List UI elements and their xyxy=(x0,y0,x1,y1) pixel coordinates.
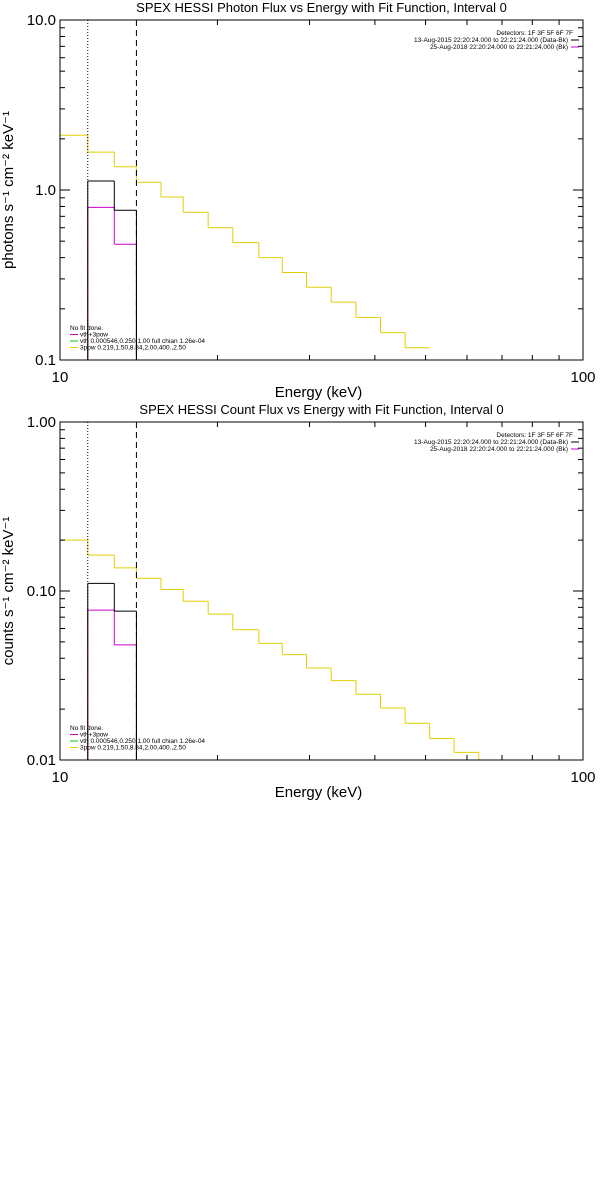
y-tick-label: 1.0 xyxy=(35,182,56,199)
detectors-label: Detectors: 1F 3F 5F 6F 7F xyxy=(496,30,573,37)
fit-legend-label: 3pow 0.219,1.50,8.84,2.00,400.,2.50 xyxy=(80,745,186,752)
y-axis-label: counts s⁻¹ cm⁻² keV⁻¹ xyxy=(0,517,17,666)
plot-data xyxy=(60,134,430,360)
x-tick-label: 10 xyxy=(52,769,69,786)
fit-legend-label: vth+3pow xyxy=(80,332,108,339)
x-axis-label: Energy (keV) xyxy=(275,384,363,401)
chart-title: SPEX HESSI Count Flux vs Energy with Fit… xyxy=(139,402,503,417)
y-tick-label: 0.1 xyxy=(35,352,56,369)
fit-legend-label: vth 0.000546,0.250,1.00 full chian 1.26e… xyxy=(80,738,205,745)
y-tick-label: 0.01 xyxy=(27,752,56,769)
chart-1: SPEX HESSI Photon Flux vs Energy with Fi… xyxy=(0,0,596,401)
y-tick-label: 1.00 xyxy=(27,414,56,431)
fit-legend-label: vth+3pow xyxy=(80,732,108,739)
series-3pow xyxy=(60,539,480,760)
plot-frame xyxy=(59,19,584,361)
y-tick-label: 10.0 xyxy=(27,12,56,29)
time-range-label: 25-Aug-2018 22:20:24.000 to 22:21:24.000… xyxy=(430,446,568,453)
x-tick-label: 10 xyxy=(52,369,69,386)
x-axis-label: Energy (keV) xyxy=(275,784,363,801)
chart-2: SPEX HESSI Count Flux vs Energy with Fit… xyxy=(0,402,596,801)
series-3pow xyxy=(60,134,430,349)
detectors-label: Detectors: 1F 3F 5F 6F 7F xyxy=(496,432,573,439)
y-tick-label: 0.10 xyxy=(27,583,56,600)
y-axis-label: photons s⁻¹ cm⁻² keV⁻¹ xyxy=(0,111,17,269)
time-range-label: 25-Aug-2018 22:20:24.000 to 22:21:24.000… xyxy=(430,44,568,51)
plot-frame xyxy=(59,421,584,761)
chart-title: SPEX HESSI Photon Flux vs Energy with Fi… xyxy=(136,0,507,15)
x-tick-label: 100 xyxy=(570,769,595,786)
x-tick-label: 100 xyxy=(570,369,595,386)
fit-status-label: No fit done. xyxy=(70,325,103,332)
fit-legend-label: 3pow 0.219,1.50,8.84,2.00,400.,2.50 xyxy=(80,345,186,352)
fit-status-label: No fit done. xyxy=(70,725,103,732)
time-range-label: 13-Aug-2015 22:20:24.000 to 22:21:24.000… xyxy=(414,439,568,446)
fit-legend-label: vth 0.000546,0.250,1.00 full chian 1.26e… xyxy=(80,338,205,345)
time-range-label: 13-Aug-2015 22:20:24.000 to 22:21:24.000… xyxy=(414,37,568,44)
